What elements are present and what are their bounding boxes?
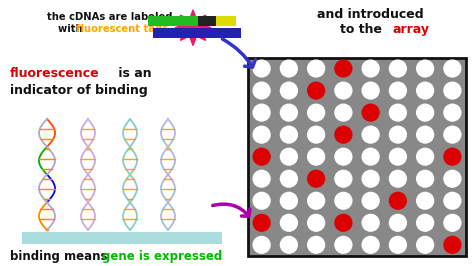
Circle shape [444,214,461,231]
Circle shape [281,104,297,121]
Circle shape [362,126,379,143]
Circle shape [281,214,297,231]
Circle shape [444,126,461,143]
Bar [248,57,466,256]
Circle shape [390,60,406,77]
Circle shape [308,148,325,165]
Circle shape [281,82,297,99]
Circle shape [253,192,270,209]
Circle shape [417,148,434,165]
Circle shape [390,126,406,143]
Circle shape [390,148,406,165]
Circle shape [308,192,325,209]
Circle shape [417,60,434,77]
Circle shape [335,214,352,231]
Circle shape [390,236,406,253]
Circle shape [444,236,461,253]
Text: binding means: binding means [10,250,111,263]
Circle shape [444,82,461,99]
Circle shape [335,170,352,187]
Circle shape [335,104,352,121]
Circle shape [390,104,406,121]
Circle shape [253,104,270,121]
Circle shape [253,60,270,77]
Bar [216,16,236,26]
Circle shape [308,82,325,99]
Circle shape [335,60,352,77]
Circle shape [362,60,379,77]
Circle shape [281,236,297,253]
Circle shape [362,104,379,121]
Text: with: with [58,24,86,34]
Circle shape [390,82,406,99]
Circle shape [281,148,297,165]
Circle shape [253,148,270,165]
Text: array: array [393,23,430,36]
Text: gene is expressed: gene is expressed [102,250,222,263]
Circle shape [444,60,461,77]
Bar [22,232,222,244]
Bar [153,28,241,38]
Circle shape [444,170,461,187]
Circle shape [335,236,352,253]
Polygon shape [175,10,211,45]
Circle shape [390,170,406,187]
Text: to the: to the [340,23,386,36]
Circle shape [308,126,325,143]
Bar [198,16,216,26]
Circle shape [417,82,434,99]
Circle shape [308,236,325,253]
Circle shape [281,170,297,187]
Circle shape [444,148,461,165]
Circle shape [281,192,297,209]
Circle shape [253,214,270,231]
Circle shape [335,126,352,143]
Circle shape [253,170,270,187]
Circle shape [335,82,352,99]
Text: is an: is an [114,68,152,80]
Circle shape [253,126,270,143]
Circle shape [390,214,406,231]
Bar [148,16,236,26]
Circle shape [335,192,352,209]
Circle shape [335,148,352,165]
Circle shape [308,214,325,231]
Circle shape [444,104,461,121]
Circle shape [362,192,379,209]
Text: fluorescent tags: fluorescent tags [76,24,168,34]
Text: indicator of binding: indicator of binding [10,84,148,97]
Circle shape [444,192,461,209]
Circle shape [308,60,325,77]
Circle shape [281,126,297,143]
Text: the cDNAs are labeled: the cDNAs are labeled [47,12,173,22]
Circle shape [253,236,270,253]
Circle shape [417,170,434,187]
Circle shape [362,236,379,253]
Circle shape [417,104,434,121]
Circle shape [417,126,434,143]
Circle shape [417,192,434,209]
Circle shape [417,236,434,253]
Circle shape [362,170,379,187]
Circle shape [362,82,379,99]
Circle shape [308,104,325,121]
Circle shape [253,82,270,99]
Text: and introduced: and introduced [317,8,423,21]
Circle shape [417,214,434,231]
Circle shape [308,170,325,187]
Circle shape [281,60,297,77]
Circle shape [362,214,379,231]
Text: fluorescence: fluorescence [10,68,100,80]
Circle shape [390,192,406,209]
Circle shape [362,148,379,165]
